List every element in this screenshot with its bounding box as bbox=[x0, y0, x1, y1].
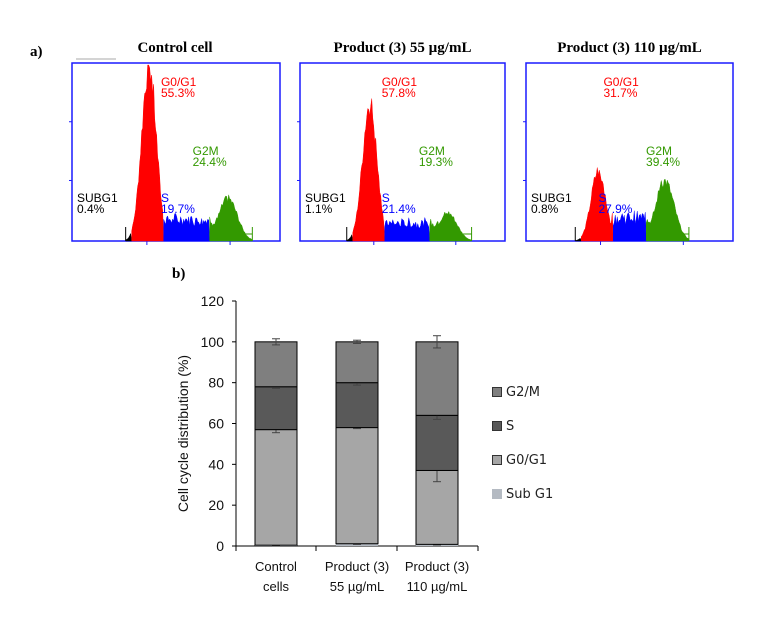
flow-histogram-g1 bbox=[131, 64, 164, 242]
bar-segment-g0-g1 bbox=[254, 429, 298, 546]
flow-label-g0g1-name: G0/G1 bbox=[382, 75, 418, 89]
flow-label-g2m-name: G2M bbox=[419, 144, 445, 158]
bar-segment-g2-m bbox=[415, 341, 459, 416]
legend-swatch-g0g1 bbox=[492, 455, 502, 465]
bar-segment-g0-g1 bbox=[415, 469, 459, 545]
x-tick-label: Control bbox=[255, 559, 297, 574]
panel-label-a: a) bbox=[30, 44, 43, 60]
flow-label-s-name: S bbox=[598, 191, 606, 205]
x-tick-label: 110 µg/mL bbox=[407, 579, 468, 594]
flow-label-g2m-value: 39.4% bbox=[646, 155, 680, 169]
flow-label-s-name: S bbox=[382, 191, 390, 205]
flow-histogram-g1 bbox=[352, 98, 386, 242]
flow-histogram-s bbox=[163, 213, 210, 242]
legend-item-g0g1: G0/G1 bbox=[492, 443, 553, 477]
y-tick-label: 80 bbox=[208, 375, 224, 391]
flow-label-g0g1-value: 55.3% bbox=[161, 86, 195, 100]
flow-histogram-g2 bbox=[209, 194, 254, 242]
legend-label-g2m: G2/M bbox=[506, 384, 540, 400]
flow-histogram-s bbox=[613, 210, 647, 242]
legend-swatch-s bbox=[492, 421, 502, 431]
legend-label-subg1: Sub G1 bbox=[506, 486, 554, 502]
flow-label-subg1-name: SUBG1 bbox=[77, 191, 118, 205]
flow-label-subg1-value: 0.4% bbox=[77, 202, 105, 216]
flow-title-product-55: Product (3) 55 µg/mL bbox=[333, 40, 472, 56]
x-tick-label: Product (3) bbox=[405, 559, 469, 574]
legend-item-subg1: Sub G1 bbox=[492, 477, 553, 511]
flow-label-g0g1-value: 31.7% bbox=[603, 86, 637, 100]
y-tick-label: 100 bbox=[201, 334, 225, 350]
flow-title-product-110: Product (3) 110 µg/mL bbox=[557, 40, 702, 56]
flow-label-g2m-value: 19.3% bbox=[419, 155, 453, 169]
y-tick-label: 40 bbox=[208, 456, 224, 472]
legend-item-s: S bbox=[492, 409, 553, 443]
x-tick-label: cells bbox=[263, 579, 290, 594]
bar-segment-g0-g1 bbox=[335, 427, 379, 545]
bar-segment-s bbox=[254, 386, 298, 431]
flow-label-g0g1-value: 57.8% bbox=[382, 86, 416, 100]
x-tick-label: 55 µg/mL bbox=[330, 579, 384, 594]
bar-segment-s bbox=[415, 414, 459, 471]
flow-label-subg1-value: 0.8% bbox=[531, 202, 559, 216]
legend-item-g2m: G2/M bbox=[492, 375, 553, 409]
bar-segment-s bbox=[335, 382, 379, 429]
chart-legend: G2/M S G0/G1 Sub G1 bbox=[492, 375, 553, 511]
flow-label-s-name: S bbox=[161, 191, 169, 205]
flow-cytometry-histograms: SUBG10.4%G0/G155.3%S19.7%G2M24.4%SUBG11.… bbox=[69, 58, 734, 245]
flow-label-s-value: 21.4% bbox=[382, 202, 416, 216]
y-tick-label: 120 bbox=[201, 293, 225, 309]
flow-label-s-value: 27.9% bbox=[598, 202, 632, 216]
bar-segment-g2-m bbox=[254, 341, 298, 388]
flow-label-g2m-name: G2M bbox=[193, 144, 219, 158]
y-tick-label: 60 bbox=[208, 416, 224, 432]
flow-label-g2m-name: G2M bbox=[646, 144, 672, 158]
flow-label-subg1-value: 1.1% bbox=[305, 202, 333, 216]
x-tick-label: Product (3) bbox=[325, 559, 389, 574]
y-axis-label: Cell cycle distribution (%) bbox=[175, 355, 191, 512]
bar-segment-g2-m bbox=[335, 341, 379, 384]
flow-label-subg1-name: SUBG1 bbox=[531, 191, 572, 205]
legend-label-s: S bbox=[506, 418, 515, 434]
bar-segment-sub-g1 bbox=[336, 543, 378, 546]
panel-label-b: b) bbox=[172, 266, 186, 282]
flow-histogram-g2 bbox=[646, 179, 690, 242]
flow-label-g0g1-name: G0/G1 bbox=[603, 75, 639, 89]
flow-label-g2m-value: 24.4% bbox=[193, 155, 227, 169]
legend-swatch-subg1 bbox=[492, 489, 502, 499]
legend-label-g0g1: G0/G1 bbox=[506, 452, 548, 468]
y-tick-label: 0 bbox=[216, 538, 224, 554]
legend-swatch-g2m bbox=[492, 387, 502, 397]
y-tick-label: 20 bbox=[208, 497, 224, 513]
flow-label-s-value: 19.7% bbox=[161, 202, 195, 216]
flow-histogram-g1 bbox=[581, 167, 614, 242]
flow-histogram-s bbox=[384, 217, 431, 242]
flow-title-control: Control cell bbox=[137, 40, 213, 56]
flow-label-g0g1-name: G0/G1 bbox=[161, 75, 197, 89]
flow-label-subg1-name: SUBG1 bbox=[305, 191, 346, 205]
